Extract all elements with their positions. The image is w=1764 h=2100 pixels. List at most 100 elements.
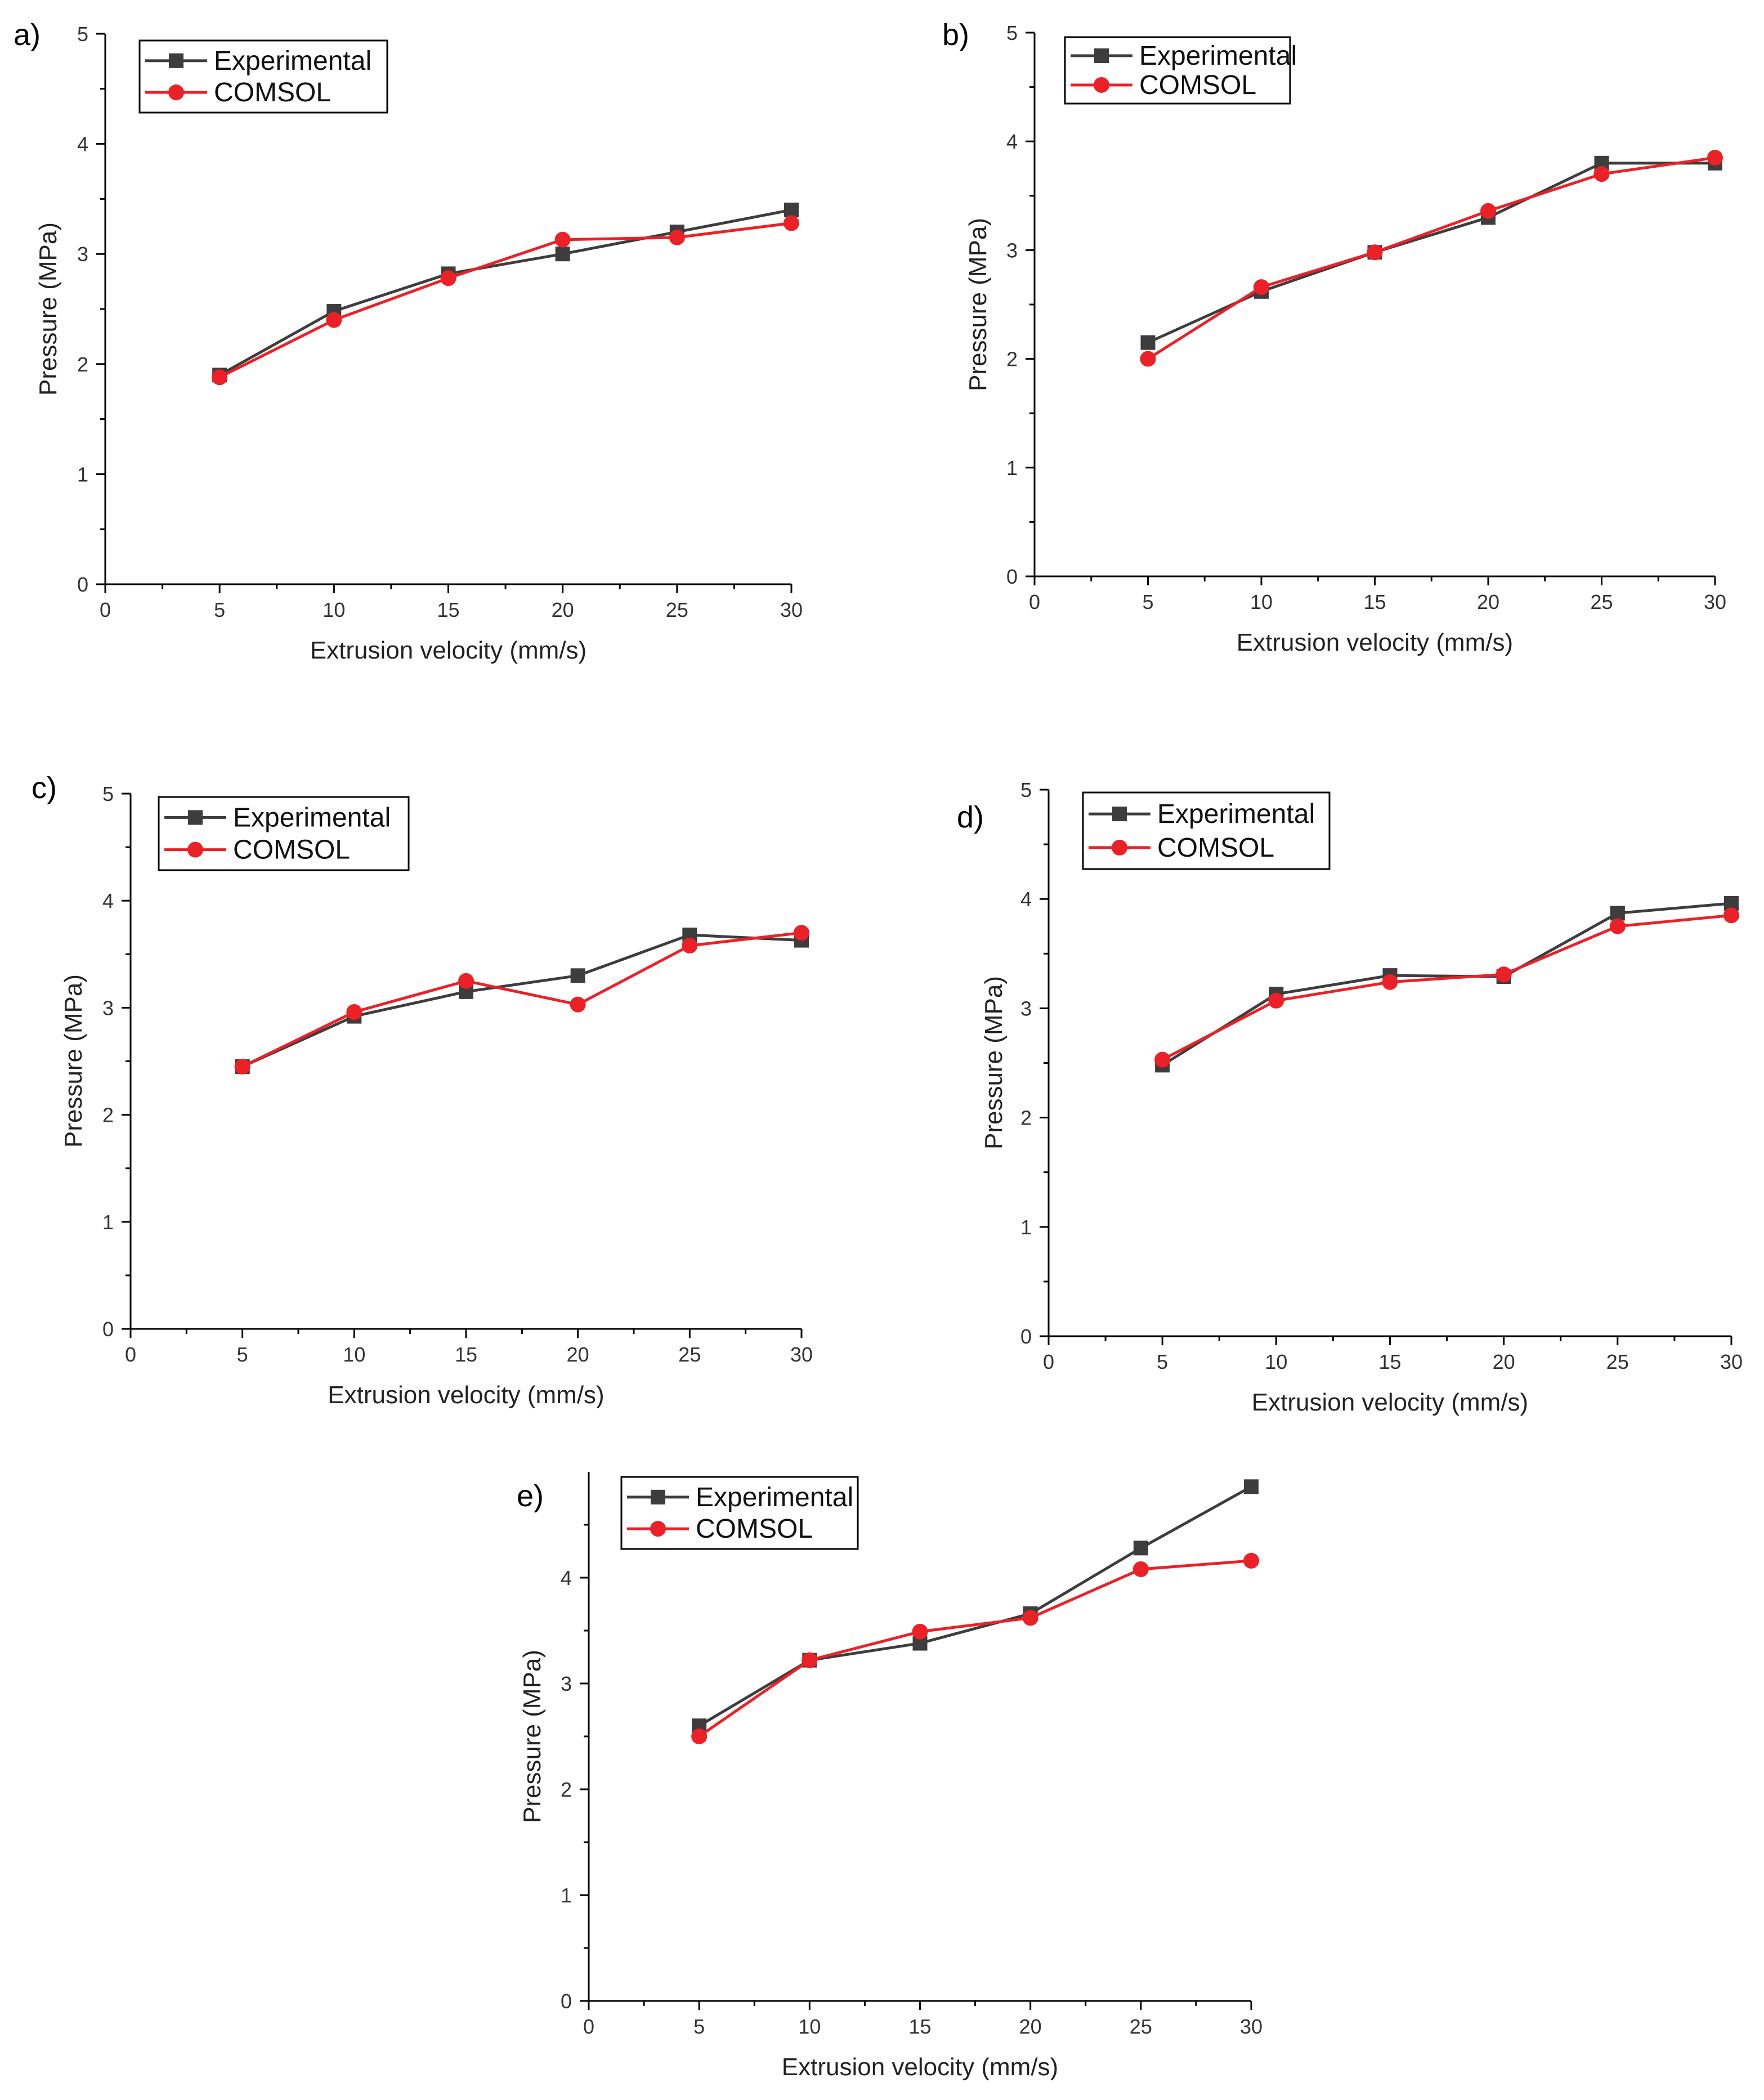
data-point-comsol <box>1382 974 1398 990</box>
y-tick-label: 2 <box>1006 348 1018 371</box>
chart-panel-3: c) 0 5 10 15 20 25 30 0 1 2 3 4 5 Extrusion velocity (… <box>32 771 813 1409</box>
panel-label: a) <box>14 18 41 52</box>
x-tick-label: 10 <box>323 598 345 621</box>
y-tick-label: 3 <box>77 243 88 266</box>
data-point-experimental <box>1133 1541 1148 1556</box>
x-tick-label: 0 <box>1043 1350 1054 1373</box>
y-tick-label: 1 <box>561 1884 572 1907</box>
y-tick-label: 0 <box>102 1318 114 1341</box>
y-tick-label: 0 <box>1006 565 1018 588</box>
x-tick-label: 25 <box>1590 590 1613 614</box>
legend-marker-comsol <box>1094 77 1109 93</box>
series-line-comsol <box>1147 156 1716 360</box>
legend-marker-experimental <box>1094 48 1109 64</box>
y-tick-label: 2 <box>1020 1107 1032 1130</box>
data-point-experimental <box>784 202 799 217</box>
y-tick-label: 1 <box>1020 1216 1032 1239</box>
series-line-experimental <box>1161 902 1732 1067</box>
legend-marker-comsol <box>650 1521 666 1537</box>
data-point-comsol <box>346 1004 362 1020</box>
y-tick-label: 2 <box>77 353 88 376</box>
x-tick-label: 5 <box>237 1343 248 1366</box>
legend-label-comsol: COMSOL <box>214 78 331 108</box>
y-tick-label: 4 <box>1006 130 1018 153</box>
legend-box <box>1082 791 1331 870</box>
series-line-experimental <box>1147 162 1715 344</box>
data-point-comsol <box>669 229 685 245</box>
x-tick-label: 10 <box>343 1343 365 1366</box>
x-axis-label: Extrusion velocity (mm/s) <box>782 2053 1058 2081</box>
x-tick-label: 25 <box>1130 2015 1152 2038</box>
x-tick-label: 20 <box>1477 590 1499 614</box>
y-tick-label: 3 <box>102 996 114 1019</box>
y-tick-label: 3 <box>1006 239 1018 262</box>
x-tick-label: 10 <box>798 2015 821 2038</box>
data-point-comsol <box>440 270 456 286</box>
y-tick-label: 5 <box>77 23 88 46</box>
legend-label-experimental: Experimental <box>214 46 371 76</box>
y-axis-label: Pressure (MPa) <box>60 974 87 1148</box>
legend-marker-comsol <box>187 841 203 858</box>
data-point-comsol <box>1140 351 1156 367</box>
series-line-experimental <box>241 933 802 1068</box>
x-tick-label: 25 <box>1606 1350 1629 1373</box>
legend-label-comsol: COMSOL <box>1139 70 1256 100</box>
legend-label-comsol: COMSOL <box>1157 833 1274 863</box>
data-point-comsol <box>1609 918 1626 934</box>
x-tick-label: 5 <box>1142 590 1153 614</box>
y-tick-label: 3 <box>561 1672 572 1695</box>
x-tick-label: 10 <box>1250 590 1273 614</box>
y-tick-label: 4 <box>561 1566 572 1589</box>
x-axis-label: Extrusion velocity (mm/s) <box>1252 1389 1528 1416</box>
chart-panel-4: d) 0 5 10 15 20 25 30 0 1 2 3 4 5 Extrusion velocity (… <box>957 778 1743 1416</box>
data-point-comsol <box>1593 166 1610 182</box>
chart-panel-2: b) 0 5 10 15 20 25 30 0 1 2 3 4 5 Extrusion velocity (… <box>942 18 1726 656</box>
legend-label-experimental: Experimental <box>1139 41 1297 71</box>
legend: Experimental COMSOL <box>158 796 410 871</box>
legend-label-experimental: Experimental <box>233 803 391 832</box>
series-line-experimental <box>218 208 792 377</box>
y-tick-label: 1 <box>77 463 88 486</box>
x-tick-label: 15 <box>908 2015 931 2038</box>
chart-panel-1: a) 0 5 10 15 20 25 30 0 1 2 3 4 5 Extrusion velocity (… <box>14 18 803 664</box>
data-point-experimental <box>1244 1479 1259 1494</box>
data-point-comsol <box>1022 1610 1038 1626</box>
y-tick-label: 1 <box>102 1211 114 1234</box>
data-point-comsol <box>794 925 809 941</box>
x-axis-label: Extrusion velocity (mm/s) <box>1237 629 1513 656</box>
y-tick-label: 4 <box>1020 888 1032 911</box>
y-tick-label: 5 <box>1020 778 1032 802</box>
y-axis-label: Pressure (MPa) <box>980 976 1008 1149</box>
legend-marker-experimental <box>188 810 203 825</box>
x-tick-label: 0 <box>125 1343 136 1366</box>
panel-label: c) <box>32 771 57 805</box>
x-tick-label: 0 <box>100 598 111 621</box>
y-axis-label: Pressure (MPa) <box>964 218 992 391</box>
data-point-comsol <box>1243 1552 1259 1569</box>
x-tick-label: 30 <box>790 1343 813 1366</box>
data-point-experimental <box>1140 335 1156 350</box>
y-tick-label: 5 <box>1006 21 1018 44</box>
legend-label-comsol: COMSOL <box>233 835 350 865</box>
x-tick-label: 5 <box>693 2015 705 2038</box>
y-tick-label: 4 <box>77 133 88 156</box>
y-tick-label: 0 <box>561 1990 572 2013</box>
data-point-comsol <box>1154 1051 1171 1068</box>
series-line-comsol <box>1162 914 1732 1061</box>
data-point-comsol <box>682 938 698 954</box>
data-point-comsol <box>1496 966 1512 983</box>
x-tick-label: 20 <box>552 598 574 621</box>
data-point-comsol <box>212 369 228 386</box>
x-tick-label: 20 <box>1493 1350 1515 1373</box>
data-point-comsol <box>1253 279 1269 295</box>
legend-marker-comsol <box>168 84 184 101</box>
x-axis-label: Extrusion velocity (mm/s) <box>310 637 586 664</box>
x-tick-label: 30 <box>1704 590 1726 614</box>
data-point-comsol <box>1723 907 1739 924</box>
data-point-comsol <box>234 1059 250 1075</box>
